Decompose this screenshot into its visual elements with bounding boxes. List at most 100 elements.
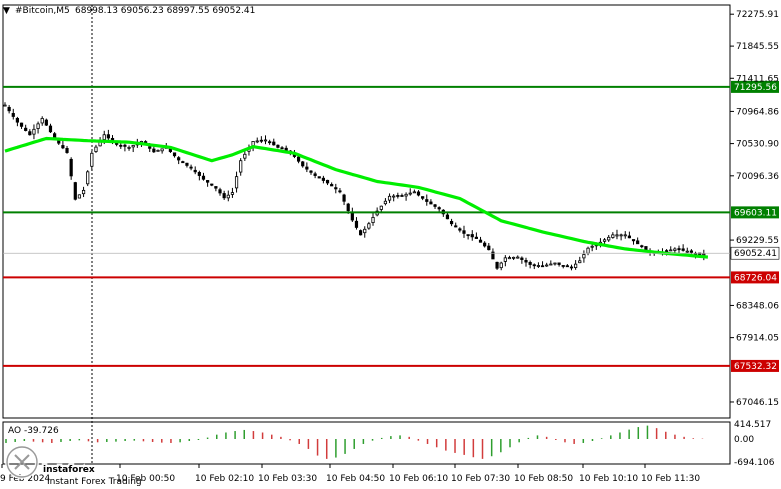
candle-body xyxy=(334,187,338,190)
price-tick-label: 69229.55 xyxy=(736,236,779,246)
candle-body xyxy=(24,127,28,131)
candles xyxy=(3,102,706,271)
level-lines[interactable]: 71295.56 69603.11 68726.04 67532.32 xyxy=(3,80,779,372)
candle-body xyxy=(301,161,305,167)
candle-body xyxy=(569,266,574,269)
candle-body xyxy=(276,144,280,148)
price-tick-label: 71411.65 xyxy=(736,74,779,84)
support-level-label: 68726.04 xyxy=(734,273,777,283)
candle-body xyxy=(408,192,412,195)
candle-body xyxy=(433,204,437,207)
watermark: instaforex instaforex Instant Forex Trad… xyxy=(5,445,142,487)
time-tick-label: 10 Feb 03:30 xyxy=(258,474,317,484)
watermark-tagline: Instant Forex Trading xyxy=(47,477,142,487)
candle-body xyxy=(483,242,487,247)
time-tick-label: 9 Feb 2024 xyxy=(0,474,51,484)
candle-body xyxy=(15,117,20,123)
candle-body xyxy=(491,251,495,260)
candle-body xyxy=(545,264,549,267)
price-tick-label: 67914.05 xyxy=(736,334,779,344)
candle-body xyxy=(503,257,507,262)
candle-body xyxy=(561,265,565,267)
candle-body xyxy=(255,140,259,143)
candle-body xyxy=(40,118,44,124)
ao-indicator: 414.517 0.00 -694.106 AO -39.726 xyxy=(2,420,775,468)
support-level-tag xyxy=(731,271,779,284)
candle-body xyxy=(73,182,77,200)
moving-average: 69052.41 xyxy=(3,136,780,260)
candle-body xyxy=(553,262,557,265)
candle-body xyxy=(201,175,206,180)
candle-body xyxy=(160,148,164,152)
candle-body xyxy=(131,144,135,148)
candle-body xyxy=(540,265,545,268)
candle-body xyxy=(81,189,86,195)
candle-body xyxy=(313,173,317,176)
candle-body xyxy=(36,123,40,129)
candle-body xyxy=(400,195,404,197)
candle-body xyxy=(230,192,235,195)
candle-body xyxy=(189,166,193,169)
candle-body xyxy=(32,128,36,135)
candle-body xyxy=(470,234,474,238)
candle-body xyxy=(280,147,284,150)
candle-body xyxy=(19,122,24,127)
candle-body xyxy=(284,147,288,151)
candle-body xyxy=(528,262,532,265)
candle-body xyxy=(474,236,478,239)
time-tick-label: 10 Feb 00:50 xyxy=(116,474,175,484)
price-tick-label: 72275.91 xyxy=(736,10,779,20)
candle-body xyxy=(48,125,53,133)
candle-body xyxy=(574,263,578,268)
candle-body xyxy=(429,201,433,205)
candle-body xyxy=(44,119,48,126)
candle-body xyxy=(702,253,706,256)
chart-header-arrow: ▼ xyxy=(3,6,10,16)
resistance-level-label: 71295.56 xyxy=(734,83,777,93)
candle-body xyxy=(214,186,218,189)
candle-body xyxy=(296,156,301,162)
candle-body xyxy=(512,256,516,259)
candle-body xyxy=(673,248,677,251)
candle-body xyxy=(495,261,499,269)
candle-body xyxy=(218,189,222,194)
candle-body xyxy=(321,177,325,181)
candle-body xyxy=(193,169,197,173)
moving-average-line xyxy=(4,136,709,259)
candle-body xyxy=(536,265,541,267)
ao-tick-label: -694.106 xyxy=(734,458,775,468)
candle-body xyxy=(499,262,503,269)
ao-tick-label: 414.517 xyxy=(734,420,771,430)
candle-body xyxy=(677,248,681,251)
candle-body xyxy=(152,148,156,153)
candle-body xyxy=(181,161,185,164)
candle-body xyxy=(412,191,416,194)
price-tick-label: 71845.55 xyxy=(736,42,779,52)
candle-body xyxy=(210,183,214,186)
candle-body xyxy=(582,254,586,259)
resistance-level-tag xyxy=(731,80,779,93)
candle-body xyxy=(123,144,127,147)
candle-body xyxy=(367,223,371,229)
candle-body xyxy=(396,195,400,197)
candle-body xyxy=(317,176,321,179)
candle-body xyxy=(387,195,392,201)
candle-body xyxy=(421,196,425,199)
chart-ohlc: 68998.13 69056.23 68997.55 69052.41 xyxy=(75,6,255,16)
candle-body xyxy=(631,239,636,242)
price-tick-label: 70964.86 xyxy=(736,107,779,117)
candle-body xyxy=(197,172,201,176)
time-tick-label: 10 Feb 07:30 xyxy=(451,474,510,484)
candle-body xyxy=(119,144,123,147)
candle-body xyxy=(338,190,342,193)
candle-body xyxy=(259,139,263,142)
candle-body xyxy=(346,203,350,212)
candle-body xyxy=(623,234,627,237)
candle-body xyxy=(28,131,32,136)
candle-body xyxy=(185,162,189,166)
candle-body xyxy=(363,228,367,234)
candle-body xyxy=(226,194,230,199)
candle-body xyxy=(458,228,462,231)
candle-body xyxy=(148,146,152,149)
